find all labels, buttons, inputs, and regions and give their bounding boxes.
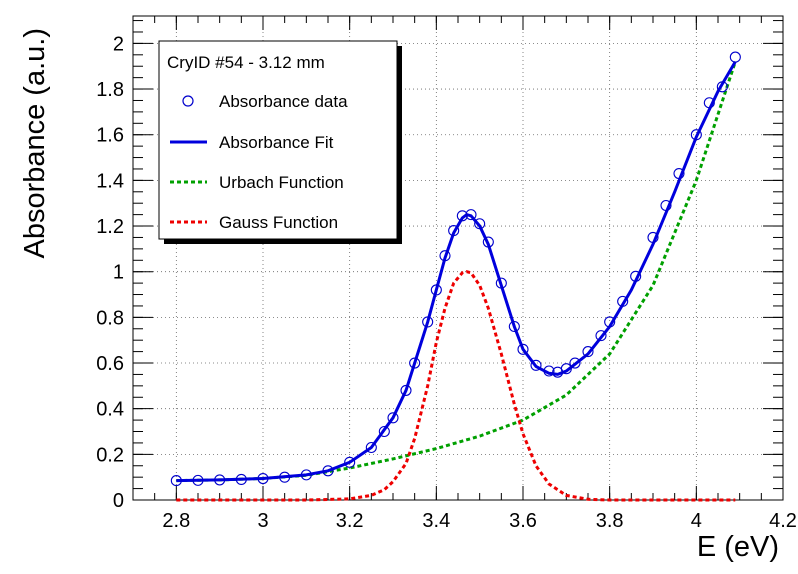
x-tick-labels: 2.8 3 3.2 3.4 3.6 3.8 4 4.2	[162, 510, 796, 532]
legend-label-data: Absorbance data	[219, 92, 348, 111]
data-point	[517, 343, 529, 355]
data-point	[569, 357, 581, 369]
y-tick-label: 2	[113, 33, 124, 55]
data-point	[378, 425, 390, 438]
data-point	[465, 209, 477, 221]
data-point	[647, 231, 659, 244]
data-point	[630, 270, 642, 282]
x-tick-label: 4.2	[769, 510, 797, 532]
data-point	[344, 456, 356, 468]
x-tick-label: 3.2	[336, 510, 364, 532]
legend-marker-data	[182, 95, 194, 107]
data-point	[448, 225, 460, 237]
x-tick-label: 2.8	[162, 510, 190, 532]
x-tick-label: 3	[257, 510, 268, 532]
y-tick-label: 0.4	[96, 399, 124, 421]
legend: CryID #54 - 3.12 mm Absorbance data Abso…	[158, 40, 402, 244]
data-point	[439, 250, 451, 262]
data-point	[214, 474, 226, 486]
data-point	[530, 359, 542, 371]
data-point	[508, 320, 520, 333]
data-point	[495, 277, 507, 289]
data-point	[279, 471, 291, 483]
gauss-function-line	[176, 270, 736, 502]
data-point	[582, 346, 594, 358]
legend-box	[158, 40, 398, 240]
data-point	[716, 81, 728, 93]
x-tick-label: 3.4	[422, 510, 450, 532]
y-tick-label: 1	[113, 262, 124, 284]
y-axis-title: Absorbance (a.u.)	[19, 28, 51, 259]
data-point	[729, 51, 741, 63]
data-point	[595, 330, 607, 342]
data-point	[456, 210, 468, 222]
data-point	[387, 412, 399, 424]
data-point	[235, 473, 247, 486]
data-point	[474, 218, 486, 230]
data-point	[560, 363, 572, 375]
y-tick-label: 0.8	[96, 307, 124, 329]
data-point	[170, 475, 182, 487]
data-point	[430, 284, 442, 296]
x-tick-label: 4	[691, 510, 702, 532]
x-axis-title: E (eV)	[697, 531, 779, 563]
data-point	[617, 295, 629, 307]
legend-label-fit: Absorbance Fit	[219, 133, 334, 152]
data-point	[703, 97, 715, 109]
data-point	[604, 316, 616, 328]
x-tick-label: 3.8	[596, 510, 624, 532]
data-point	[322, 465, 334, 477]
data-point	[543, 365, 555, 377]
legend-label-gauss: Gauss Function	[219, 213, 338, 232]
y-tick-labels: 0 0.2 0.4 0.6 0.8 1 1.2 1.4 1.6 1.8 2	[96, 33, 124, 512]
data-point	[409, 357, 421, 369]
y-tick-label: 1.6	[96, 125, 124, 147]
y-tick-label: 1.8	[96, 79, 124, 101]
data-point	[300, 469, 312, 481]
y-tick-label: 1.4	[96, 170, 124, 192]
y-tick-label: 0	[113, 490, 124, 512]
legend-label-urbach: Urbach Function	[219, 173, 344, 192]
data-point	[192, 474, 204, 486]
x-tick-label: 3.6	[509, 510, 537, 532]
data-point	[400, 384, 412, 396]
y-tick-label: 1.2	[96, 216, 124, 238]
data-point	[365, 441, 377, 454]
axis-ticks	[132, 16, 784, 501]
data-point	[690, 129, 702, 141]
data-series	[170, 51, 741, 502]
data-point	[422, 316, 434, 328]
y-tick-label: 0.2	[96, 444, 124, 466]
data-point	[673, 167, 685, 180]
y-tick-label: 0.6	[96, 353, 124, 375]
legend-header: CryID #54 - 3.12 mm	[167, 53, 325, 72]
data-point	[257, 472, 269, 485]
data-point	[482, 236, 494, 248]
data-point	[660, 199, 672, 212]
